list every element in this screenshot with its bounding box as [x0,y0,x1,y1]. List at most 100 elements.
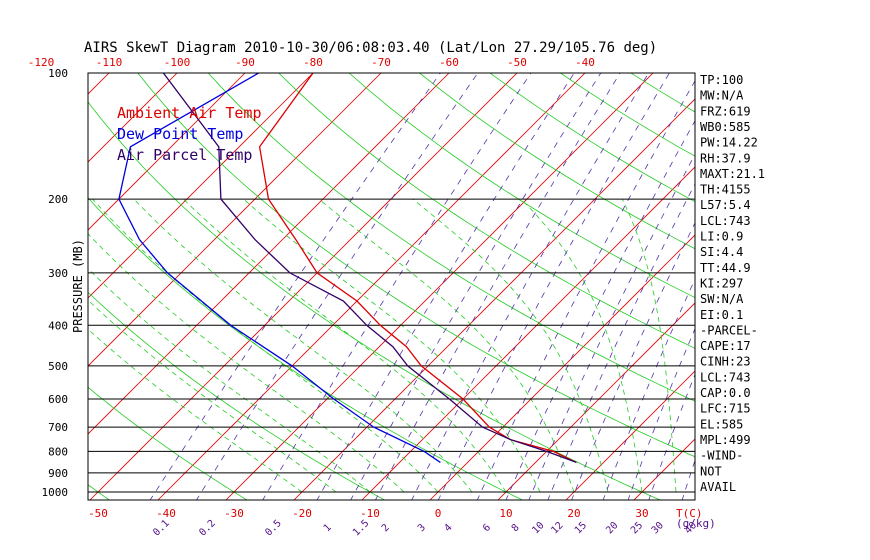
pressure-tick-label: 400 [48,319,68,332]
mixing-tick-group: 0.1 [151,518,172,539]
mixing-tick-group: 25 [629,520,645,536]
mixing-unit-label: (g/kg) [676,517,716,530]
isotherm-line [88,73,246,231]
moist-adiabat-line [133,198,473,493]
mixing-ratio-tick: 8 [510,522,522,534]
index-text-10: LCL:743 [700,214,751,228]
mixing-tick-group: 30 [650,520,666,536]
dry-adiabat-line [88,101,662,500]
mixing-tick-group: 0.5 [263,518,284,539]
pressure-tick-label: 200 [48,193,68,206]
bottom-temp-tick: -30 [224,507,244,520]
isotherm-line [88,73,314,299]
mixing-ratio-line [195,73,479,500]
index-text-21: CAP:0.0 [700,386,751,400]
index-text-1: TP:100 [700,73,743,87]
mixing-tick-group: 3 [416,522,428,534]
isotherm-line [429,234,695,500]
index-text-23: EL:585 [700,417,743,431]
isotherm-line [88,73,178,163]
mixing-ratio-tick: 3 [416,522,428,534]
pressure-tick-label: 700 [48,421,68,434]
y-axis-label: PRESSURE (MB) [71,239,85,333]
index-text-19: CINH:23 [700,355,751,369]
index-text-5: PW:14.22 [700,136,758,150]
index-text-3: FRZ:619 [700,104,751,118]
dry-adiabat-line [207,73,695,402]
bottom-temp-tick: 30 [635,507,648,520]
pressure-lines: 100 200 300 400 500 600 700 800 900 1000 [42,67,695,499]
index-text-24: MPL:499 [700,433,751,447]
top-temp-tick: -90 [235,56,255,69]
top-temp-tick: -80 [303,56,323,69]
isotherm-line [0,64,50,501]
chart-title: AIRS SkewT Diagram 2010-10-30/06:08:03.4… [84,40,657,56]
dry-adiabat-line [489,73,695,203]
temp-unit-label: T(C) [676,507,703,520]
series-line-2 [118,73,441,463]
mixing-ratio-tick: 1 [322,522,334,534]
mixing-ratio-line [528,153,695,500]
sounding-series [118,73,577,464]
mixing-tick-group: 6 [481,522,493,534]
bottom-temp-tick: 0 [435,507,442,520]
index-text-8: TH:4155 [700,183,751,197]
bottom-temp-tick: 20 [567,507,580,520]
mixing-tick-group: 1.5 [351,518,372,539]
mixing-tick-group: 15 [573,520,589,536]
index-text-7: MAXT:21.1 [700,167,765,181]
dry-adiabat-line [137,73,695,458]
mixing-ratio-line [437,73,670,500]
moist-adiabat-line [621,198,677,493]
moist-adiabat-line [88,233,405,493]
legend: Ambient Air Temp Dew Point Temp Air Parc… [117,104,262,164]
bottom-temp-tick: -10 [360,507,380,520]
mixing-ratio-tick: 0.1 [151,518,172,539]
isotherm-line [157,73,586,500]
index-text-12: SI:4.4 [700,245,743,259]
index-text-11: LI:0.9 [700,230,743,244]
mixing-tick-group: 8 [510,522,522,534]
mixing-tick-group: 12 [549,520,565,536]
isotherm-line [361,166,695,500]
moist-adiabat-line [183,198,507,493]
top-temp-tick: -60 [439,56,459,69]
pressure-tick-label: 300 [48,267,68,280]
mixing-ratio-tick: 4 [442,522,454,534]
series-line-1 [258,73,577,463]
pressure-tick-label: 500 [48,360,68,373]
mixing-ratio-tick: 6 [481,522,493,534]
isotherm-line [88,73,450,435]
index-text-9: L57:5.4 [700,198,751,212]
top-temp-tick: -70 [371,56,391,69]
isotherm-line [88,73,110,95]
index-text-17: -PARCEL- [700,323,758,337]
index-text-15: SW:N/A [700,292,744,306]
mixing-ratio-tick: 15 [573,520,589,536]
mixing-ratio-line [411,73,649,500]
legend-parcel: Air Parcel Temp [117,146,252,164]
mixing-tick-group: 20 [604,520,620,536]
mixing-ratio-tick: 30 [650,520,666,536]
dry-adiabat-line [348,73,695,299]
mixing-ratio-tick: 0.2 [197,518,218,539]
index-text-18: CAPE:17 [700,339,751,353]
mixing-tick-group: 1 [322,522,334,534]
mixing-ratio-line [571,222,695,500]
mixing-ratio-line [476,80,695,500]
index-text-14: KI:297 [700,276,743,290]
isotherm-line [565,370,695,500]
legend-ambient: Ambient Air Temp [117,104,262,122]
index-text-6: RH:37.9 [700,151,751,165]
mixing-tick-group: 10 [530,520,546,536]
mixing-ratio-line [375,73,621,500]
index-text-20: LCL:743 [700,370,751,384]
moist-adiabat-line [92,198,439,493]
mixing-tick-group: 0.2 [197,518,218,539]
mixing-ratio-tick: 1.5 [351,518,372,539]
dry-adiabat-line [88,386,248,500]
isotherm-line [88,73,382,367]
dry-adiabat-line [278,73,695,349]
